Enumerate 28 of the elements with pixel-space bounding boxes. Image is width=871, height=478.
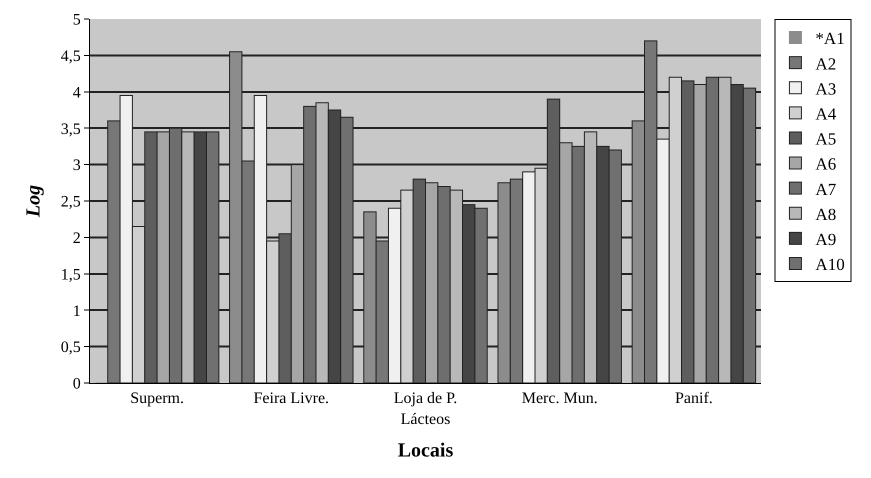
y-axis-title: Log	[22, 184, 44, 218]
y-tick-label: 5	[72, 12, 81, 29]
x-tick-label: Loja de P. Lácteos	[394, 390, 458, 428]
legend-label: A10	[815, 255, 845, 274]
y-tick-label: 0,5	[60, 339, 81, 356]
legend-label: A4	[815, 104, 837, 124]
legend-label: A7	[815, 180, 837, 199]
y-tick-label: 4,5	[60, 48, 81, 65]
legend-label: A3	[815, 79, 836, 98]
legend-label: *A1	[815, 29, 845, 48]
legend-label: A8	[815, 204, 836, 224]
y-tick-label: 2,5	[60, 194, 81, 211]
x-tick-label: Superm.	[130, 390, 184, 408]
x-tick-label: Feira Livre.	[254, 390, 330, 408]
x-axis-title: Locais	[398, 440, 454, 462]
y-tick-label: 1	[72, 302, 81, 320]
y-tick-label: 1,5	[60, 266, 81, 284]
legend-label: A2	[815, 54, 836, 74]
y-tick-label: 4	[72, 84, 81, 102]
x-tick-label: Merc. Mun.	[522, 390, 598, 408]
y-tick-label: 3,5	[60, 120, 81, 138]
y-tick-label: 0	[72, 376, 81, 393]
legend-label: A5	[815, 130, 836, 149]
legend-label: A9	[815, 230, 836, 249]
legend-label: A6	[815, 154, 836, 174]
x-tick-label: Panif.	[675, 390, 713, 408]
y-tick-label: 2	[72, 230, 81, 247]
y-tick-label: 3	[72, 157, 81, 174]
